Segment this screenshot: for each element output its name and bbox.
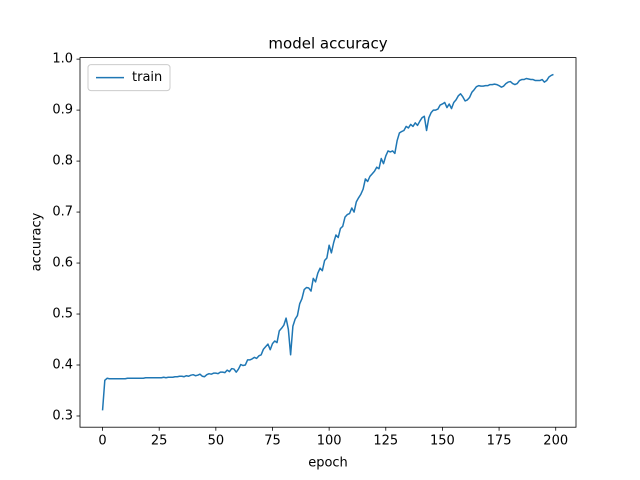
x-tick-label: 200 — [543, 434, 568, 449]
x-tick-label: 125 — [373, 434, 398, 449]
legend-box — [87, 64, 171, 92]
x-tick-label: 0 — [98, 434, 106, 449]
y-tick-label: 0.7 — [52, 205, 73, 220]
legend: train — [87, 64, 171, 92]
x-axis-label: epoch — [308, 456, 348, 471]
y-tick-label: 0.5 — [52, 307, 73, 322]
x-tick-label: 25 — [151, 434, 168, 449]
y-tick-label: 0.3 — [52, 408, 73, 423]
x-tick-label: 150 — [430, 434, 455, 449]
x-tick-label: 175 — [487, 434, 512, 449]
x-tick-label: 100 — [317, 434, 342, 449]
y-tick-label: 0.9 — [52, 103, 73, 118]
y-tick-label: 0.6 — [52, 256, 73, 271]
data-line — [101, 73, 554, 411]
legend-label: train — [132, 70, 162, 85]
y-axis-label: accuracy — [30, 212, 45, 271]
y-tick-label: 1.0 — [52, 52, 73, 67]
y-tick-label: 0.8 — [52, 154, 73, 169]
axes-frame — [79, 57, 577, 428]
y-tick-label: 0.4 — [52, 358, 73, 373]
chart-title: model accuracy — [268, 35, 387, 53]
x-tick-label: 50 — [208, 434, 225, 449]
x-tick-label: 75 — [264, 434, 281, 449]
